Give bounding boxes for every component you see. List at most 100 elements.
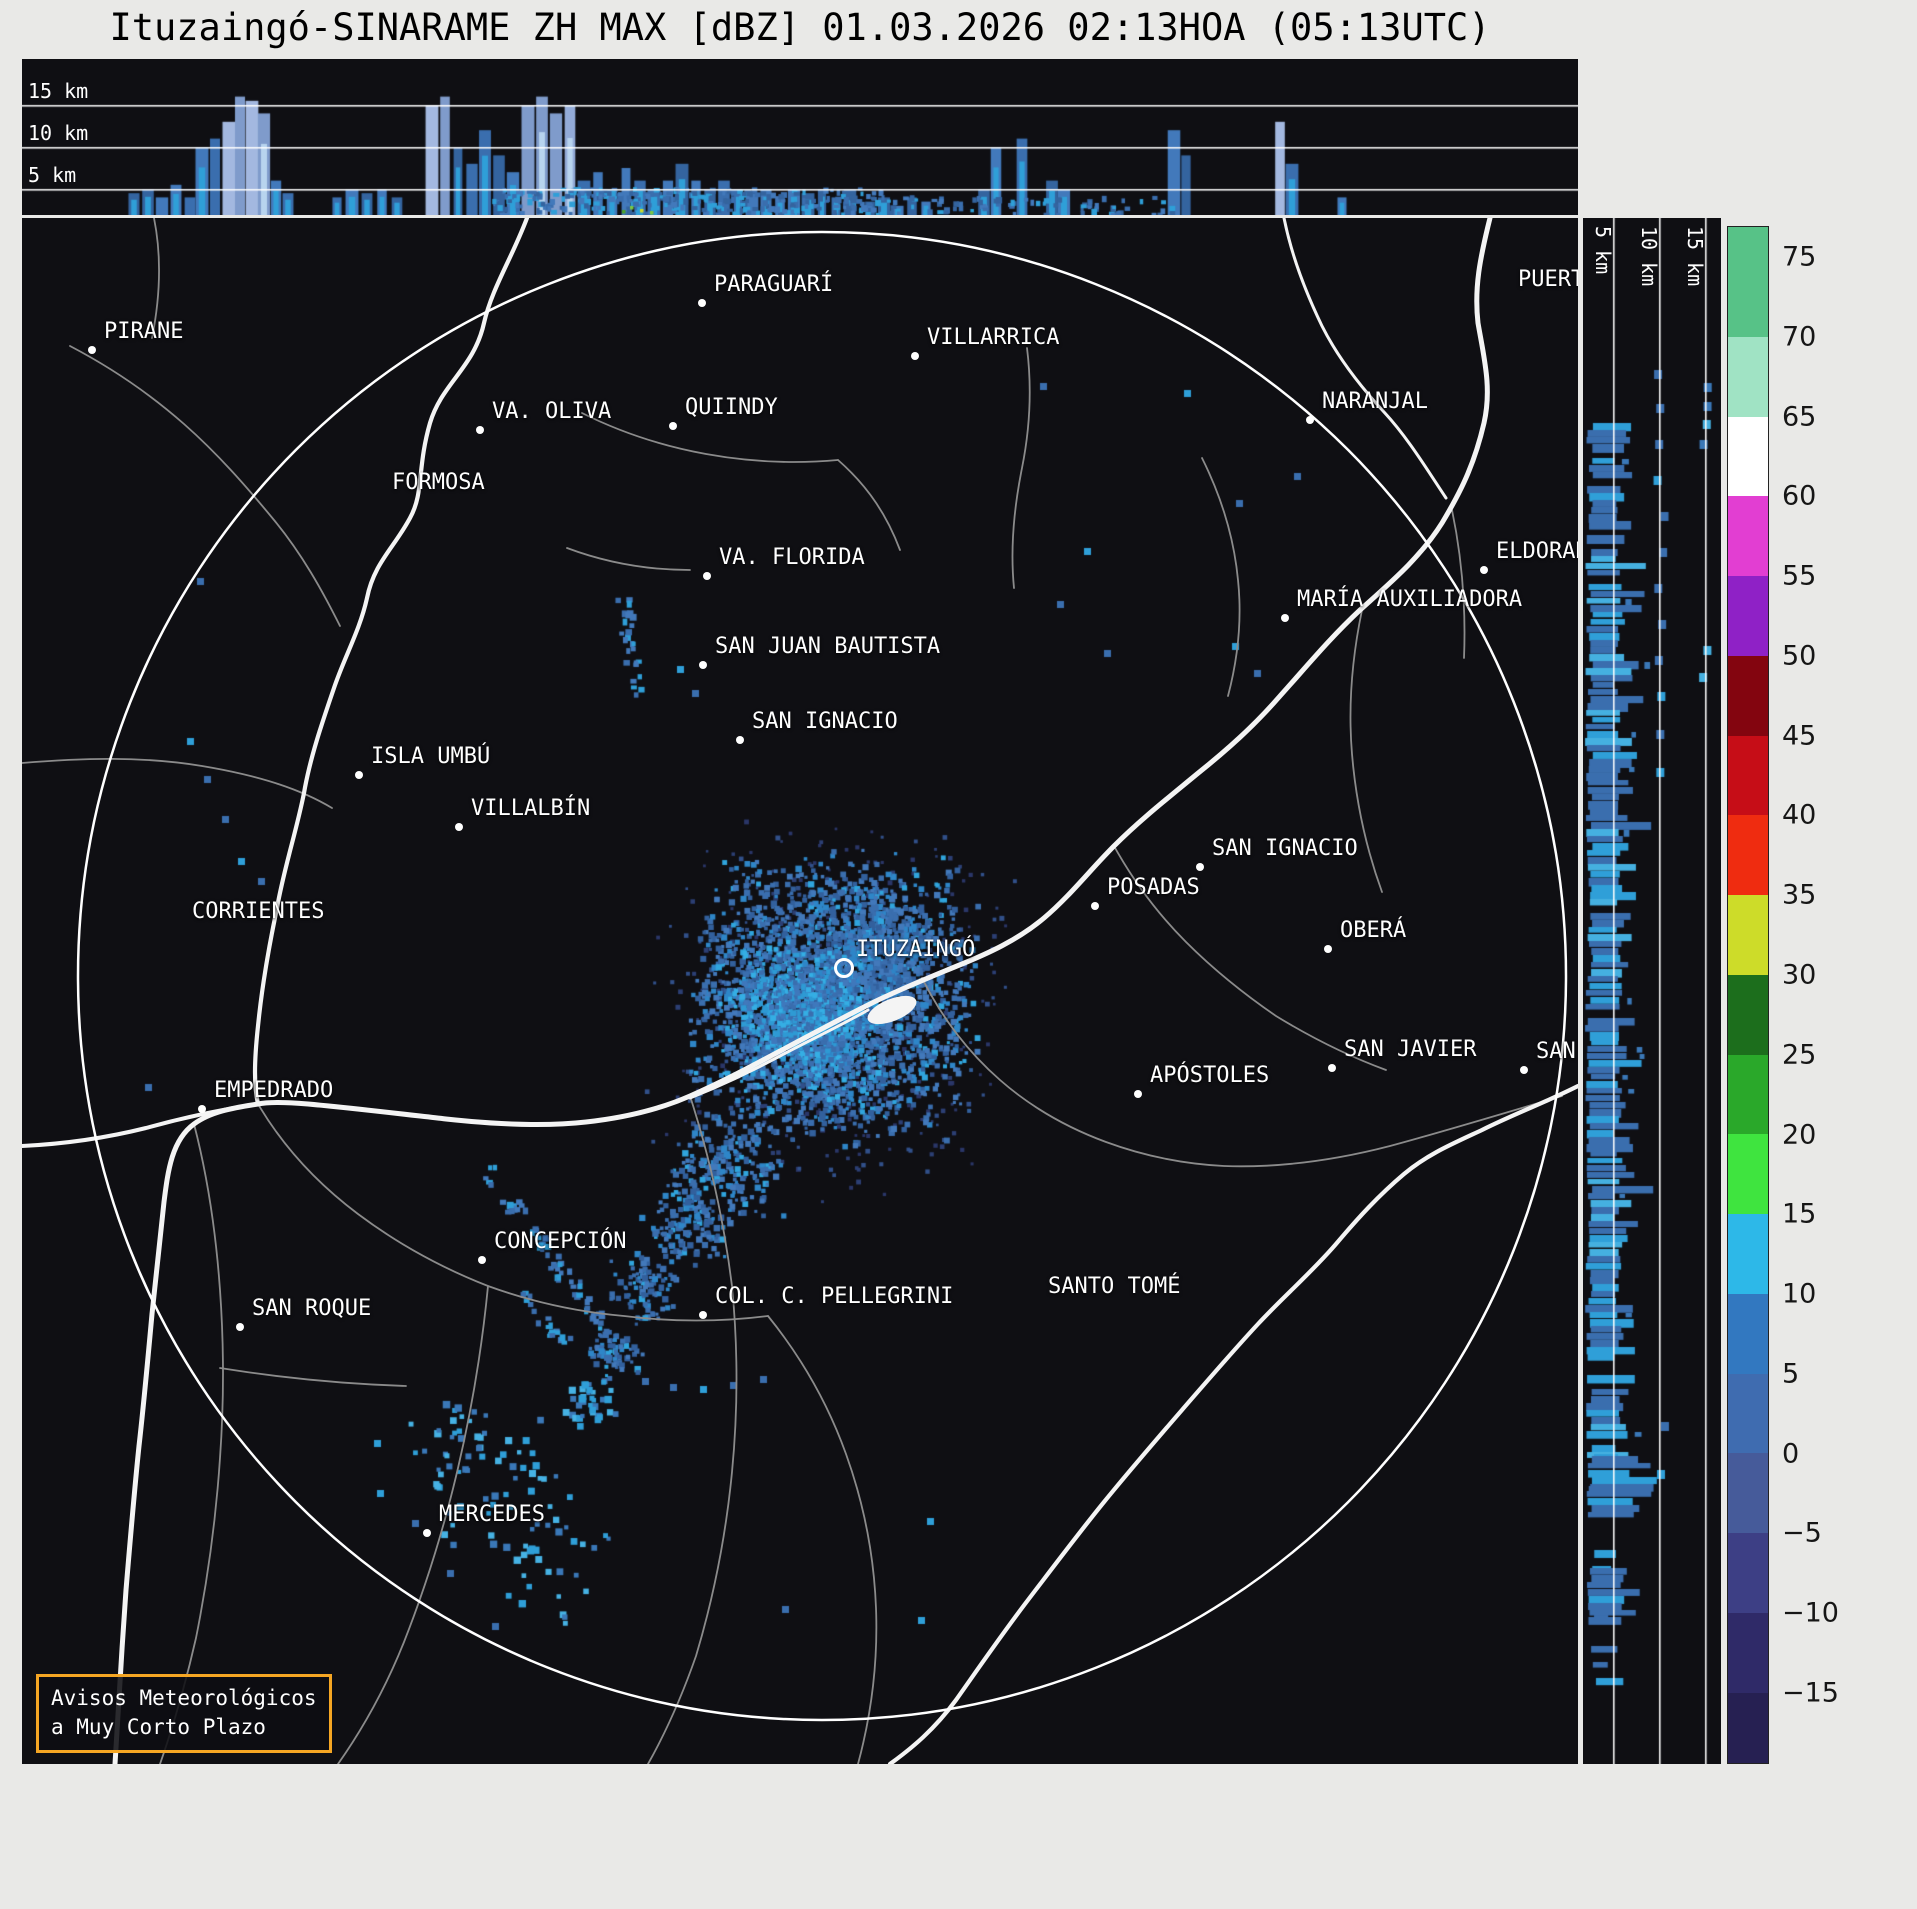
city-dot xyxy=(455,823,463,831)
city-label: COL. C. PELLEGRINI xyxy=(715,1284,954,1309)
colorbar-tick-label: 5 xyxy=(1782,1358,1800,1390)
colorbar-tick-label: −5 xyxy=(1782,1517,1822,1549)
city-dot xyxy=(476,426,484,434)
city-dot xyxy=(698,299,706,307)
city-label: VA. OLIVA xyxy=(492,399,612,424)
city-dot xyxy=(699,661,707,669)
city-label: SAN JUAN BAUTISTA xyxy=(715,634,941,659)
colorbar-band xyxy=(1728,576,1768,656)
colorbar-band xyxy=(1728,336,1768,417)
city-label: VA. FLORIDA xyxy=(719,545,865,570)
city-dot xyxy=(1324,945,1332,953)
city-dot xyxy=(88,346,96,354)
alt-label-15km: 15 km xyxy=(28,79,89,103)
colorbar-band xyxy=(1728,655,1768,736)
colorbar-band xyxy=(1728,496,1768,577)
colorbar-tick-label: 15 xyxy=(1782,1198,1817,1230)
colorbar-band xyxy=(1728,1214,1768,1294)
city-dot xyxy=(236,1323,244,1331)
colorbar-tick-label: 55 xyxy=(1782,560,1817,592)
tributary-river xyxy=(1282,218,1448,500)
city-label: OBERÁ xyxy=(1340,918,1407,943)
city-label: VILLALBÍN xyxy=(471,796,591,821)
city-dot xyxy=(699,1311,707,1319)
city-label: EMPEDRADO xyxy=(214,1078,334,1103)
parana-river xyxy=(112,218,1493,1764)
colorbar-tick-label: 25 xyxy=(1782,1039,1817,1071)
city-dot xyxy=(703,572,711,580)
colorbar-tick-label: 60 xyxy=(1782,480,1817,512)
alt-label-10km-right: 10 km xyxy=(1637,226,1661,287)
colorbar-band xyxy=(1728,416,1768,497)
uruguay-river xyxy=(887,1083,1578,1764)
colorbar-tick-label: −15 xyxy=(1782,1677,1839,1709)
city-label: PUERTO RICO xyxy=(1518,267,1578,292)
colorbar-band xyxy=(1728,1373,1768,1454)
city-dot xyxy=(355,771,363,779)
parana-side-channel xyxy=(688,1008,870,1100)
city-dot xyxy=(423,1529,431,1537)
city-dot xyxy=(478,1256,486,1264)
city-dot xyxy=(198,1105,206,1113)
alt-label-5km: 5 km xyxy=(28,163,77,187)
radar-echo-canvas xyxy=(22,218,1578,1764)
colorbar-band xyxy=(1728,895,1768,975)
city-dot xyxy=(1328,1064,1336,1072)
colorbar-tick-label: 70 xyxy=(1782,321,1817,353)
province-boundaries xyxy=(22,218,1563,1764)
dbz-colorbar xyxy=(1727,226,1769,1764)
city-label: QUIINDY xyxy=(685,395,778,420)
city-label: FORMOSA xyxy=(392,470,485,495)
alert-line2: a Muy Corto Plazo xyxy=(51,1715,266,1740)
colorbar-band xyxy=(1728,1692,1768,1763)
colorbar-band xyxy=(1728,735,1768,816)
paraguay-river xyxy=(252,218,530,1107)
colorbar-band xyxy=(1728,1054,1768,1135)
colorbar-tick-label: 0 xyxy=(1782,1438,1800,1470)
reservoir xyxy=(867,995,917,1025)
radar-map: PIRANE PARAGUARÍ VILLARRICA QUIINDY VA. OLIV… xyxy=(22,218,1578,1764)
radar-range-ring xyxy=(76,230,1568,1722)
right-cross-section-canvas xyxy=(1583,218,1721,1764)
colorbar-band xyxy=(1728,1613,1768,1693)
colorbar-tick-label: 30 xyxy=(1782,959,1817,991)
city-dot xyxy=(1520,1066,1528,1074)
colorbar-tick-label: −10 xyxy=(1782,1597,1839,1629)
city-label: PIRANE xyxy=(104,319,184,344)
city-label: NARANJAL xyxy=(1322,389,1428,414)
colorbar-band xyxy=(1728,1453,1768,1534)
city-dot xyxy=(669,422,677,430)
city-label: ELDORADO xyxy=(1496,539,1578,564)
city-dot xyxy=(1134,1090,1142,1098)
radar-site-marker xyxy=(834,958,854,978)
city-label: MARÍA AUXILIADORA xyxy=(1297,587,1523,612)
city-dot xyxy=(1091,902,1099,910)
top-cross-section-canvas xyxy=(22,59,1578,215)
rivers xyxy=(22,218,1578,1764)
alert-line1: Avisos Meteorológicos xyxy=(51,1686,317,1710)
city-label: SAN IGNACIO xyxy=(1212,836,1358,861)
alt-label-10km: 10 km xyxy=(28,121,89,145)
colorbar-tick-label: 40 xyxy=(1782,799,1817,831)
city-label: ITUZAINGÓ xyxy=(856,937,976,962)
colorbar-band xyxy=(1728,1134,1768,1215)
city-label: SAN IGNACIO xyxy=(752,709,898,734)
city-label: CONCEPCIÓN xyxy=(494,1229,627,1254)
colorbar-band xyxy=(1728,257,1768,337)
city-label: POSADAS xyxy=(1107,875,1200,900)
colorbar-tick-label: 75 xyxy=(1782,241,1817,273)
colorbar-tick-label: 20 xyxy=(1782,1119,1817,1151)
parana-river-west xyxy=(22,1102,260,1148)
city-dot xyxy=(1281,614,1289,622)
city-label: ISLA UMBÚ xyxy=(371,744,491,769)
city-label: CORRIENTES xyxy=(192,899,325,924)
colorbar-tick-label: 35 xyxy=(1782,879,1817,911)
city-label: VILLARRICA xyxy=(927,325,1060,350)
city-label: SAN ROQUE xyxy=(252,1296,372,1321)
alt-label-5km-right: 5 km xyxy=(1591,226,1615,275)
city-label: MERCEDES xyxy=(439,1502,545,1527)
right-altitude-cross-section: 5 km 10 km 15 km xyxy=(1583,218,1721,1764)
city-label: SAN JAVIER xyxy=(1344,1037,1477,1062)
weather-alert-box: Avisos Meteorológicos a Muy Corto Plazo xyxy=(36,1674,332,1753)
